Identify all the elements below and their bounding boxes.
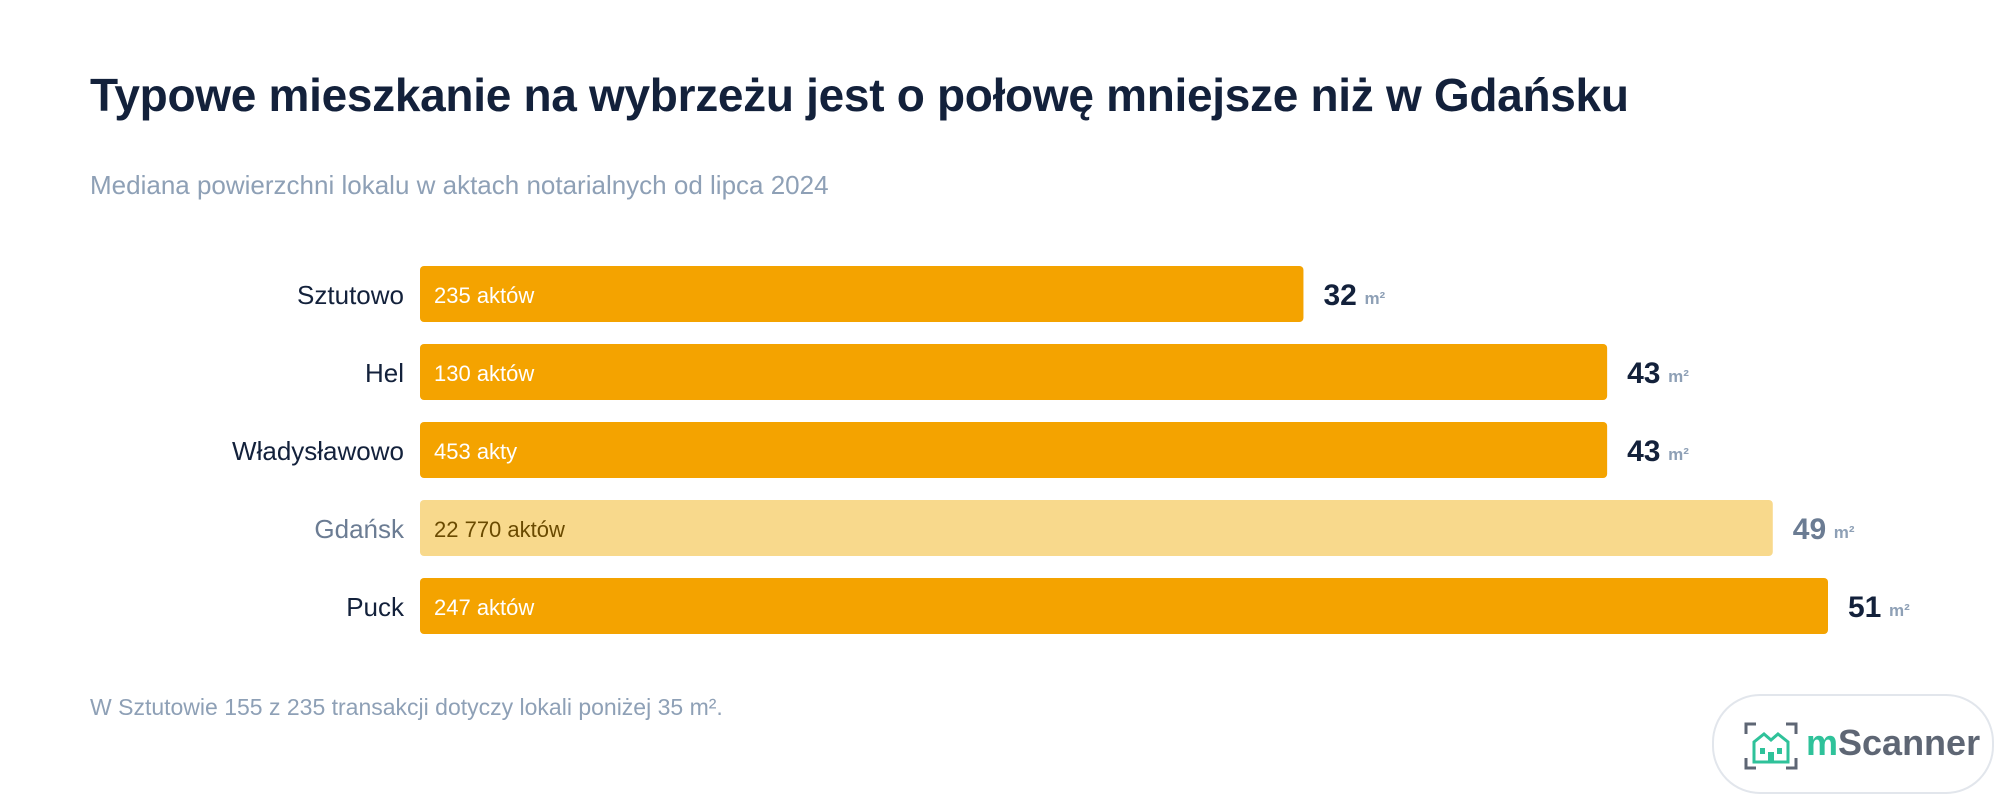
bar-count-label: 22 770 aktów	[434, 517, 565, 542]
value-label: 43	[1627, 435, 1660, 468]
bar-count-label: 247 aktów	[434, 595, 534, 620]
chart-title: Typowe mieszkanie na wybrzeżu jest o poł…	[90, 69, 1629, 121]
value-label: 32	[1323, 279, 1356, 312]
value-unit: m²	[1668, 367, 1689, 386]
logo-wordmark: mScanner	[1806, 722, 1980, 764]
bar-row-4: Puck 247 aktów 51 m²	[346, 578, 1910, 634]
value-unit: m²	[1668, 445, 1689, 464]
bar-row-0: Sztutowo 235 aktów 32 m²	[297, 266, 1386, 322]
chart-footnote: W Sztutowie 155 z 235 transakcji dotyczy…	[90, 694, 723, 720]
bar	[420, 578, 1828, 634]
logo-name: Scanner	[1838, 722, 1981, 763]
value-label: 43	[1627, 357, 1660, 390]
bar-count-label: 130 aktów	[434, 361, 534, 386]
bar	[420, 266, 1304, 322]
chart-subtitle: Mediana powierzchni lokalu w aktach nota…	[90, 170, 829, 200]
category-label: Gdańsk	[314, 514, 405, 544]
value-label: 51	[1848, 591, 1881, 624]
value-label: 49	[1793, 513, 1826, 546]
bar-row-2: Władysławowo 453 akty 43 m²	[232, 422, 1689, 478]
mscanner-logo: mScanner	[1712, 694, 1994, 794]
bar-row-1: Hel 130 aktów 43 m²	[365, 344, 1689, 400]
logo-prefix: m	[1806, 722, 1839, 763]
value-unit: m²	[1364, 289, 1385, 308]
bar	[420, 344, 1608, 400]
bar-count-label: 453 akty	[434, 439, 517, 464]
building-scan-icon	[1744, 722, 1798, 770]
bar	[420, 500, 1773, 556]
bar-row-3: Gdańsk 22 770 aktów 49 m²	[314, 500, 1855, 556]
bar	[420, 422, 1608, 478]
value-unit: m²	[1889, 601, 1910, 620]
category-label: Sztutowo	[297, 280, 404, 310]
category-label: Hel	[365, 358, 404, 388]
category-label: Władysławowo	[232, 436, 404, 466]
value-unit: m²	[1834, 523, 1855, 542]
category-label: Puck	[346, 592, 405, 622]
bar-count-label: 235 aktów	[434, 283, 534, 308]
